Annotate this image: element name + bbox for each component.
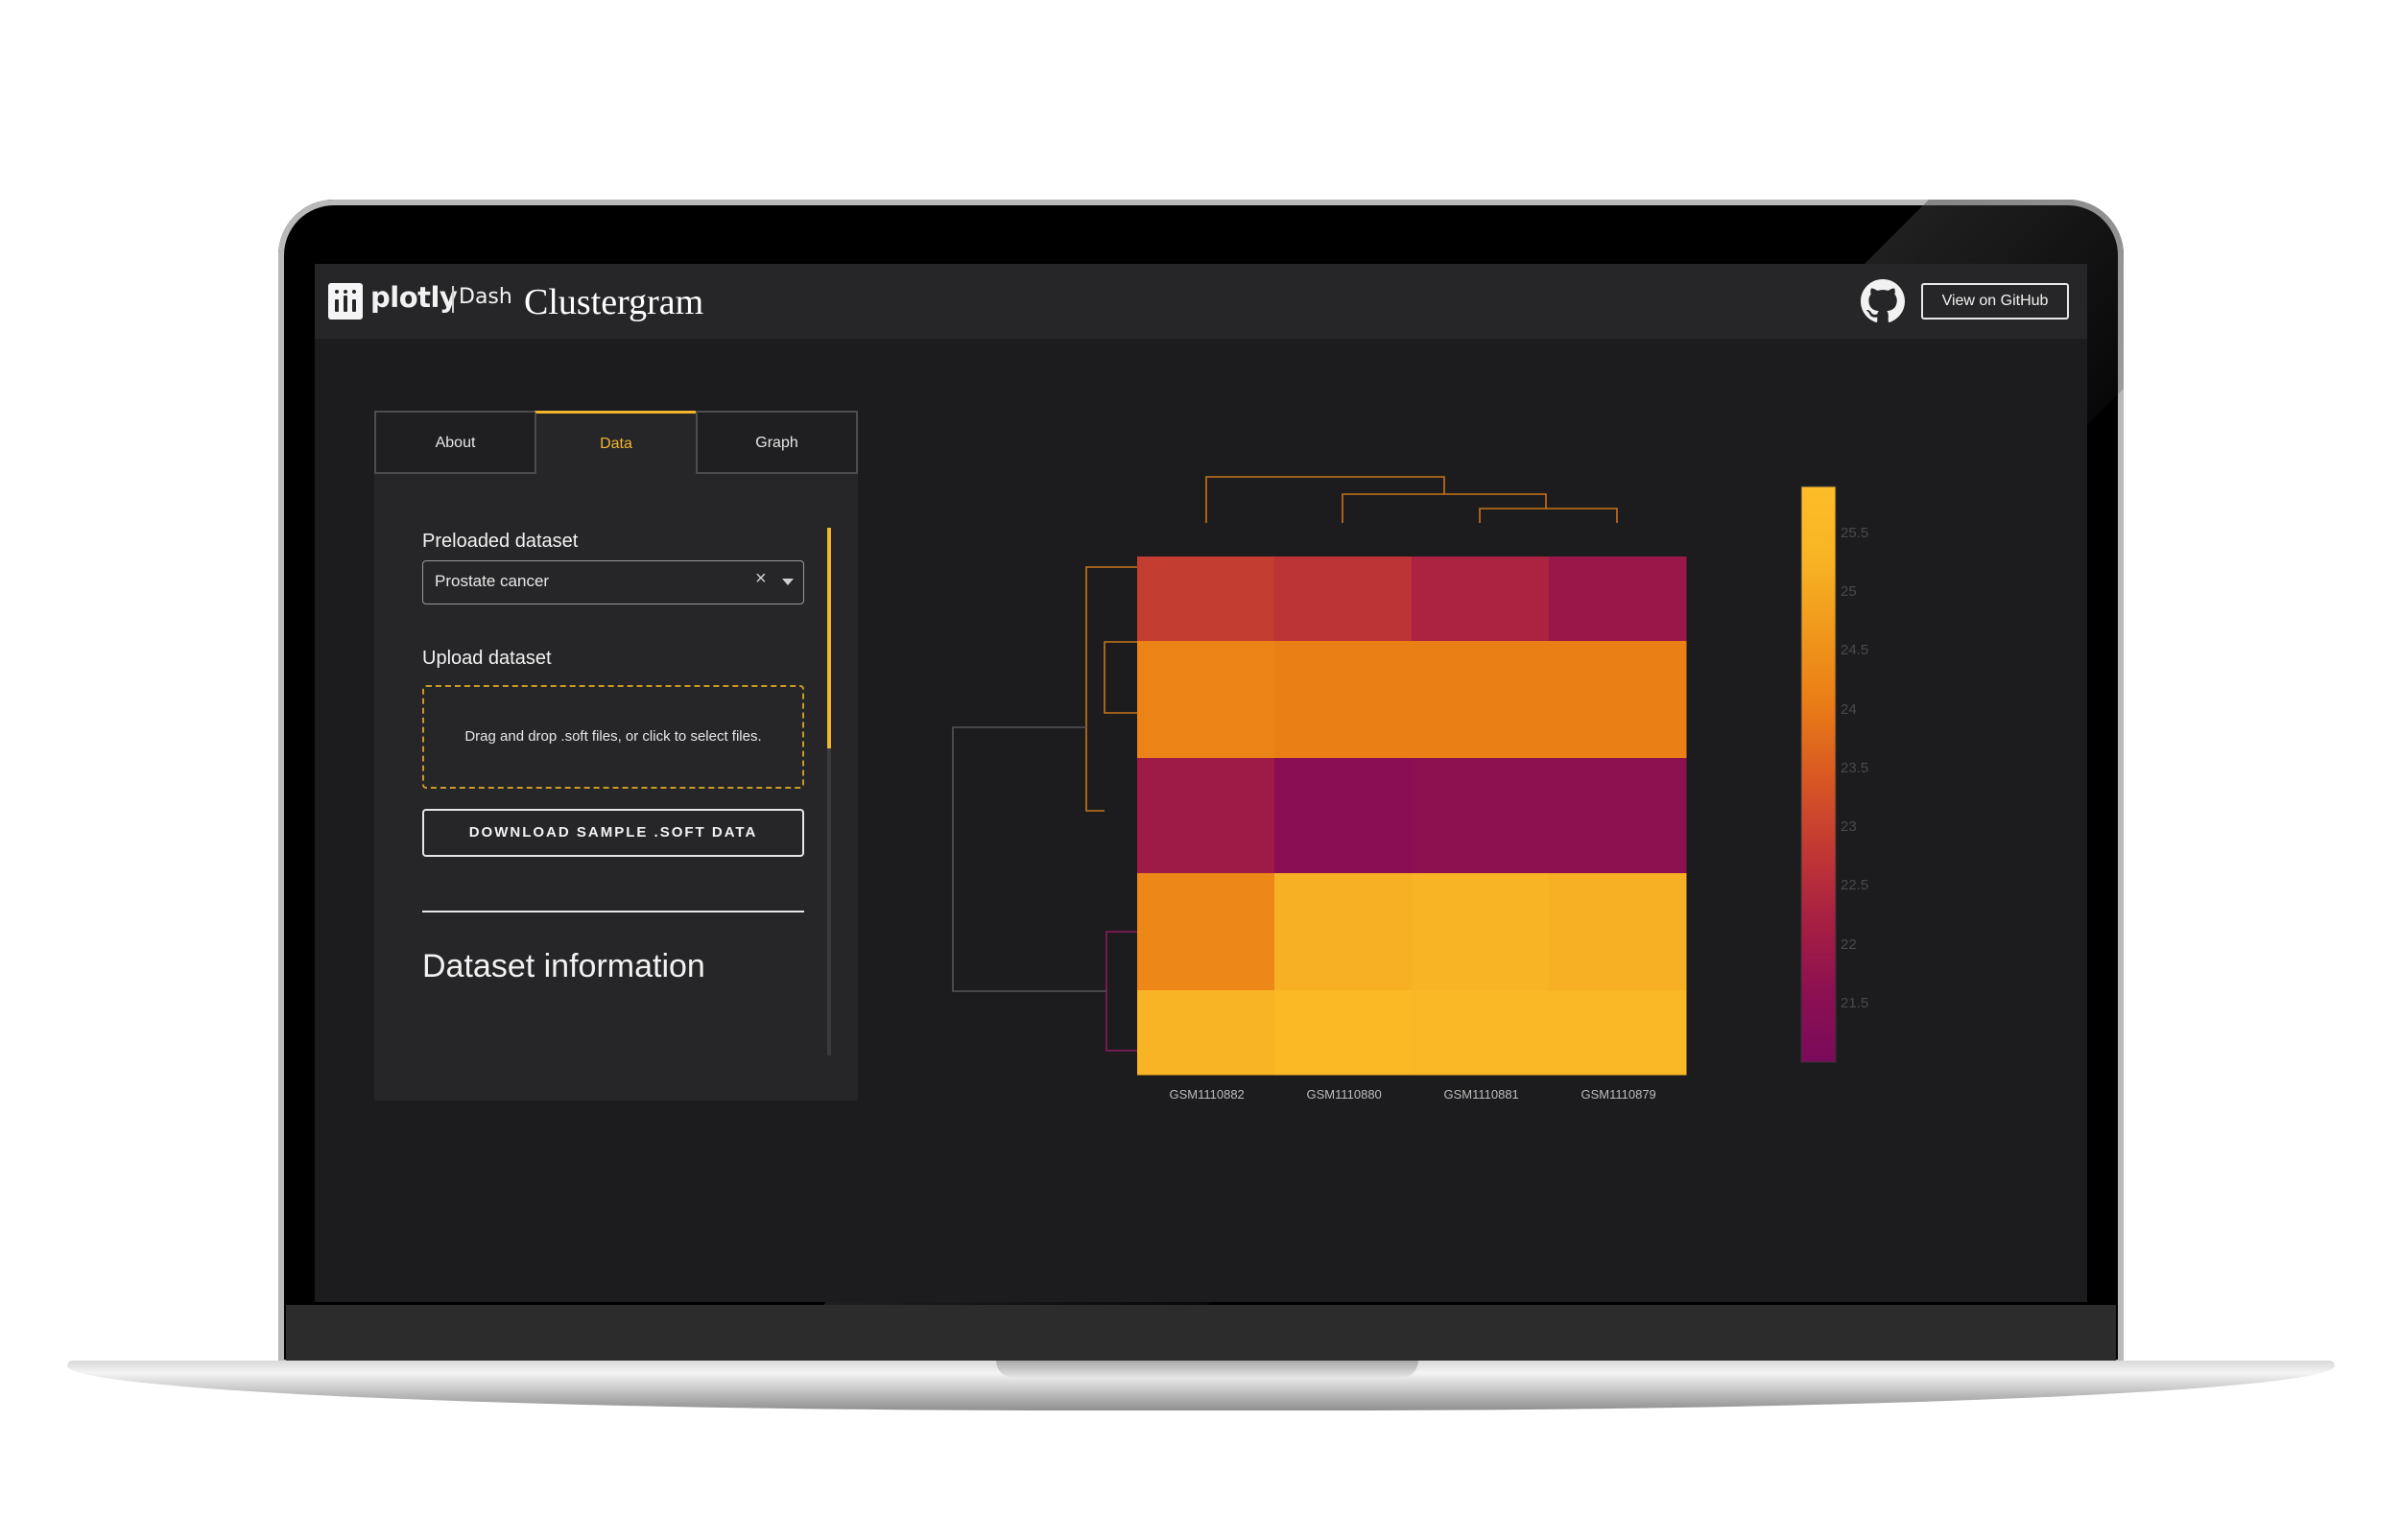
- heatmap-cell: [1549, 557, 1687, 642]
- tab-graph[interactable]: Graph: [696, 411, 858, 474]
- chevron-down-icon[interactable]: [782, 579, 794, 585]
- row-dendrogram-branch: [952, 726, 1106, 992]
- colorbar: [1800, 486, 1837, 1063]
- panel-scrollbar-thumb[interactable]: [827, 528, 831, 748]
- app-header: plotly Dash Clustergram View on GitHub: [315, 264, 2087, 339]
- clustergram-chart[interactable]: [315, 264, 2087, 1302]
- row-dendrogram-branch: [1105, 931, 1137, 1052]
- colorbar-tick-label: 23: [1841, 818, 1857, 836]
- app-screen: plotly Dash Clustergram View on GitHub A…: [315, 264, 2087, 1302]
- heatmap-cell: [1412, 990, 1550, 1076]
- colorbar-tick-label: 25.5: [1841, 524, 1869, 541]
- clear-icon[interactable]: ×: [755, 568, 767, 589]
- upload-dataset-label: Upload dataset: [422, 648, 552, 669]
- heatmap-cell: [1549, 873, 1687, 991]
- column-dendrogram-branch: [1479, 508, 1618, 523]
- column-label: GSM1110882: [1169, 1087, 1245, 1102]
- heatmap-cell: [1412, 873, 1550, 991]
- heatmap-cell: [1137, 873, 1275, 991]
- colorbar-tick-label: 22: [1841, 936, 1857, 953]
- plotly-logo-icon: [328, 283, 363, 320]
- heatmap-cell: [1412, 557, 1550, 642]
- divider: [422, 911, 804, 912]
- laptop-hinge-notch: [996, 1361, 1418, 1378]
- colorbar-tick-label: 24.5: [1841, 642, 1869, 659]
- heatmap-cell: [1274, 990, 1413, 1076]
- github-icon[interactable]: [1861, 279, 1905, 323]
- column-dendrogram-branch: [1205, 476, 1445, 523]
- panel-scrollbar-track[interactable]: [827, 528, 831, 1055]
- heatmap-cell: [1274, 641, 1413, 759]
- heatmap-cell: [1137, 758, 1275, 874]
- colorbar-tick-label: 24: [1841, 700, 1857, 718]
- logo-divider: [452, 286, 454, 313]
- data-panel: Preloaded dataset Prostate cancer × Uplo…: [374, 474, 858, 1101]
- heatmap-cell: [1274, 758, 1413, 874]
- heatmap-cell: [1137, 557, 1275, 642]
- dataset-info-heading: Dataset information: [422, 948, 705, 984]
- heatmap-cell: [1549, 641, 1687, 759]
- heatmap-cell: [1412, 641, 1550, 759]
- column-label: GSM1110880: [1306, 1087, 1382, 1102]
- column-label: GSM1110881: [1443, 1087, 1519, 1102]
- upload-dropzone[interactable]: Drag and drop .soft files, or click to s…: [422, 685, 804, 789]
- page-title: Clustergram: [524, 282, 704, 322]
- download-sample-button[interactable]: DOWNLOAD SAMPLE .SOFT DATA: [422, 809, 804, 857]
- preloaded-dataset-dropdown[interactable]: Prostate cancer ×: [422, 560, 804, 604]
- heatmap-cell: [1412, 758, 1550, 874]
- colorbar-tick-label: 22.5: [1841, 877, 1869, 894]
- column-label: GSM1110879: [1580, 1087, 1656, 1102]
- colorbar-tick-label: 21.5: [1841, 994, 1869, 1011]
- tab-bar: About Data Graph: [374, 411, 858, 474]
- column-dendrogram-branch: [1342, 493, 1547, 523]
- view-on-github-button[interactable]: View on GitHub: [1921, 283, 2069, 320]
- row-dendrogram-branch: [1085, 566, 1137, 812]
- colorbar-tick-label: 23.5: [1841, 759, 1869, 776]
- dropdown-selected-value: Prostate cancer: [435, 572, 550, 590]
- heatmap-cell: [1137, 641, 1275, 759]
- heatmap-cell: [1549, 990, 1687, 1076]
- heatmap-cell: [1549, 758, 1687, 874]
- logo-sub-text: Dash: [459, 285, 512, 309]
- colorbar-tick-label: 25: [1841, 583, 1857, 601]
- heatmap-cell: [1137, 990, 1275, 1076]
- heatmap-cell: [1274, 557, 1413, 642]
- preloaded-dataset-label: Preloaded dataset: [422, 531, 579, 552]
- heatmap-cell: [1274, 873, 1413, 991]
- laptop-bezel-bottom: [286, 1305, 2116, 1362]
- row-dendrogram-branch: [1104, 641, 1137, 714]
- logo-text: plotly: [370, 281, 458, 314]
